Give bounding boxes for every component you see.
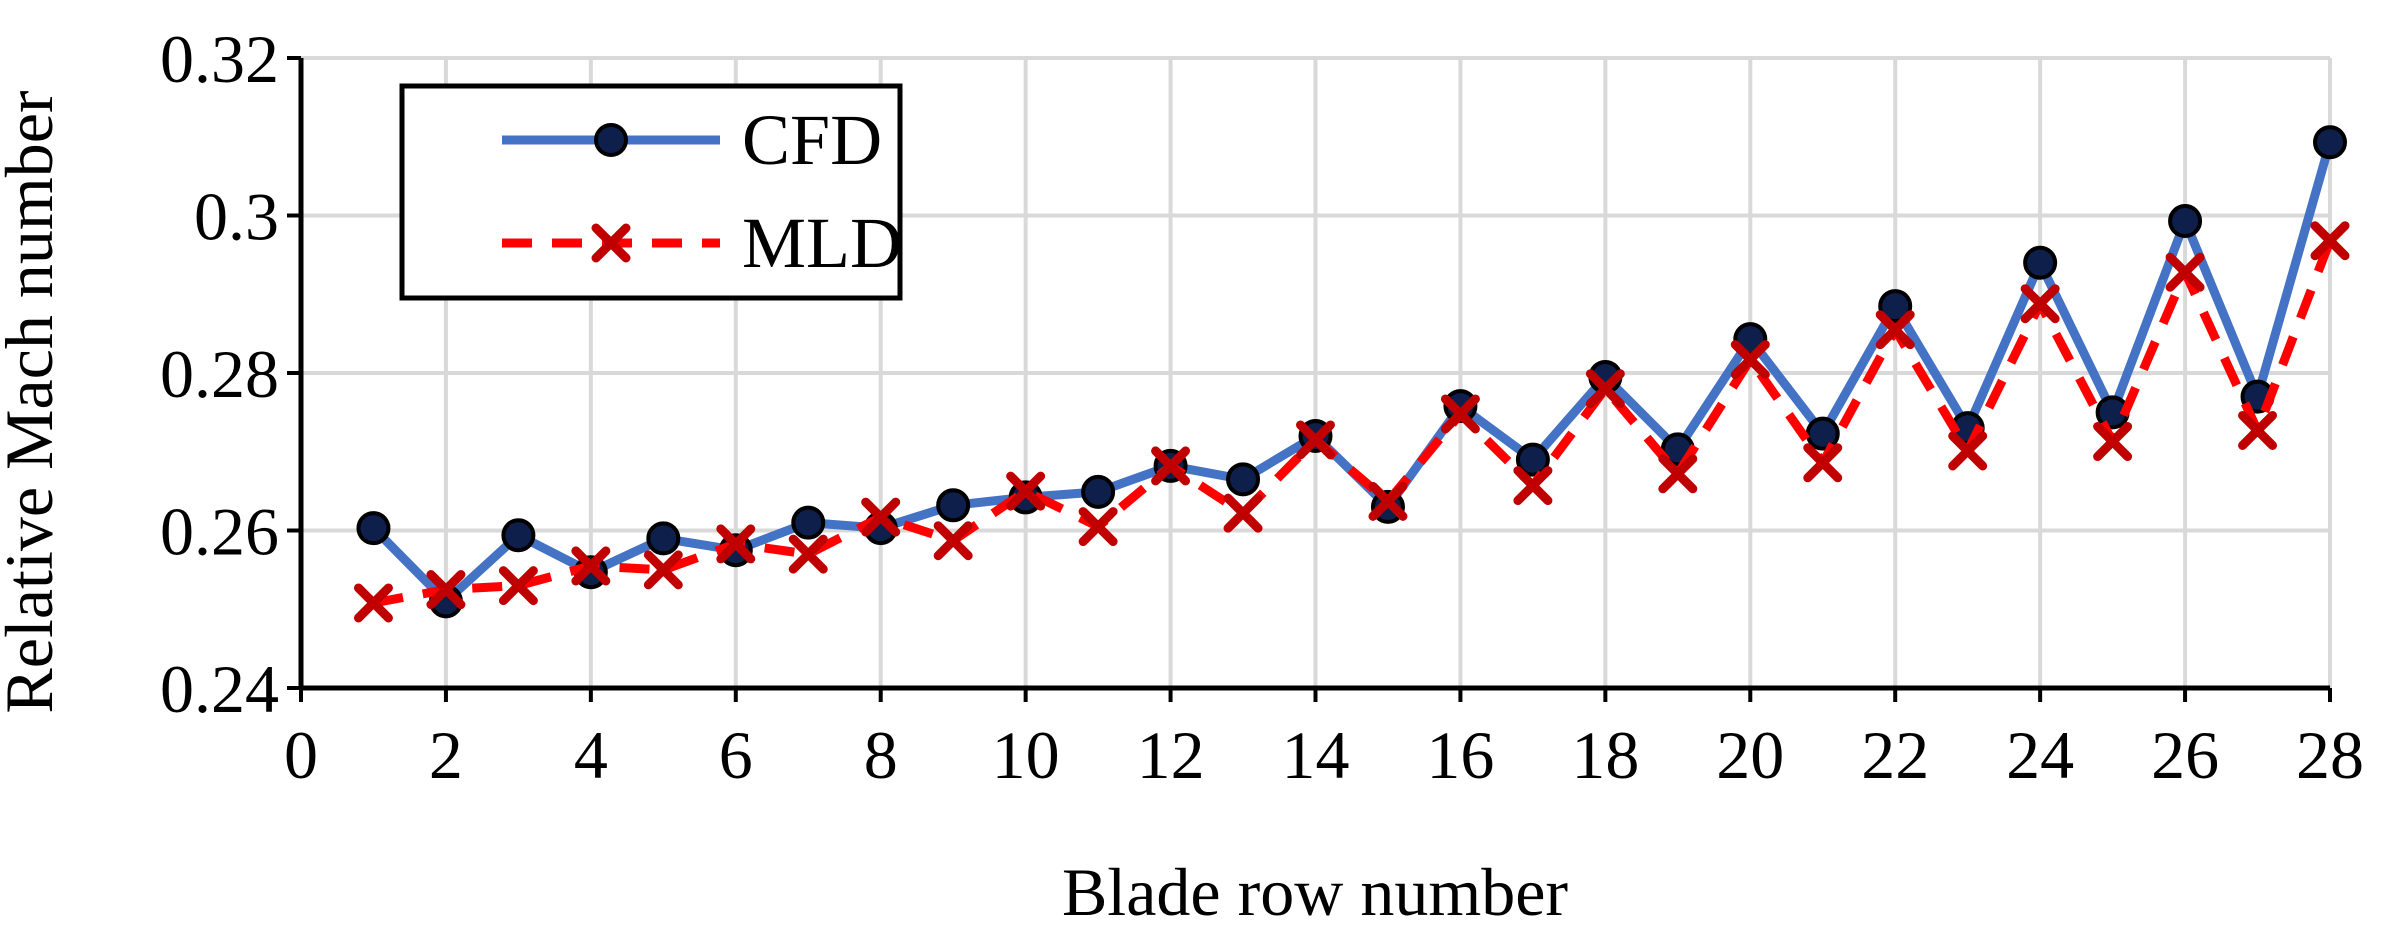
x-tick-label: 24 (2006, 717, 2074, 793)
mld-point (1078, 507, 1118, 547)
cfd-point (356, 511, 391, 546)
mld-point (1658, 454, 1698, 494)
cfd-point (2023, 245, 2058, 280)
mld-point (571, 546, 611, 586)
axes (287, 56, 2332, 702)
series-line-mld (372, 239, 2335, 608)
mld-point (1730, 340, 1770, 380)
mld-point (716, 524, 756, 564)
x-tick-label: 6 (719, 717, 753, 793)
cfd-point (2313, 125, 2347, 160)
cfd-point (936, 488, 971, 523)
mld-point (1006, 471, 1046, 511)
mld-point (861, 497, 901, 537)
cfd-point (501, 518, 536, 553)
x-tick-label: 10 (992, 717, 1060, 793)
x-tick-label: 12 (1137, 717, 1205, 793)
y-tick-label: 0.32 (160, 21, 279, 97)
cfd-point (646, 521, 681, 556)
legend-box (399, 83, 903, 301)
legend: CFD MLD (399, 83, 903, 301)
mld-point (2238, 410, 2278, 450)
cfd-point (1081, 474, 1116, 509)
cfd-point (2168, 204, 2203, 239)
mld-point (1513, 466, 1553, 506)
cfd-point (1515, 442, 1550, 477)
y-tick-label: 0.3 (194, 179, 279, 255)
cfd-point (1443, 389, 1478, 424)
cfd-point (791, 505, 826, 540)
legend-cfd-marker (594, 123, 628, 157)
mld-point (933, 521, 973, 561)
mld-point (498, 566, 538, 606)
x-tick-label: 28 (2296, 717, 2364, 793)
mld-point (1803, 443, 1843, 483)
mld-point (1223, 493, 1263, 533)
mld-point (1440, 394, 1480, 434)
x-tick-label: 8 (864, 717, 898, 793)
mld-point (643, 550, 683, 590)
x-tick-labels: 0 2 4 6 8 10 12 14 16 18 20 22 24 26 28 (284, 717, 2364, 793)
x-tick-label: 26 (2151, 717, 2219, 793)
x-axis-title: Blade row number (1062, 854, 1568, 930)
mld-point (353, 583, 393, 623)
y-tick-label: 0.28 (160, 336, 279, 412)
cfd-point (1878, 289, 1913, 324)
legend-mld-marker (591, 223, 631, 263)
mld-point (788, 534, 828, 574)
series-layer (353, 125, 2350, 623)
mld-point (1875, 310, 1915, 350)
mld-point (2165, 252, 2205, 292)
y-tick-label: 0.24 (160, 651, 279, 727)
x-tick-label: 22 (1861, 717, 1929, 793)
y-axis-title: Relative Mach number (0, 90, 67, 713)
x-tick-label: 4 (574, 717, 608, 793)
mld-point (2310, 221, 2350, 261)
mld-point (2020, 284, 2060, 324)
x-tick-label: 14 (1282, 717, 1350, 793)
mld-point (1585, 369, 1625, 409)
x-tick-label: 0 (284, 717, 318, 793)
mld-point (1151, 446, 1191, 486)
x-tick-label: 2 (429, 717, 463, 793)
x-tick-label: 16 (1426, 717, 1494, 793)
cfd-point (1226, 462, 1261, 497)
mld-point (1368, 481, 1408, 521)
x-tick-label: 20 (1716, 717, 1784, 793)
x-tick-label: 18 (1571, 717, 1639, 793)
legend-cfd-label: CFD (742, 100, 882, 180)
cfd-point (1805, 416, 1840, 451)
y-tick-labels: 0.24 0.26 0.28 0.3 0.32 (160, 21, 279, 727)
legend-mld-label: MLD (742, 203, 902, 283)
y-tick-label: 0.26 (160, 494, 279, 570)
mld-point (2093, 422, 2133, 462)
mld-point (1296, 420, 1335, 460)
mld-point (1948, 431, 1988, 471)
mld-point (426, 570, 466, 610)
